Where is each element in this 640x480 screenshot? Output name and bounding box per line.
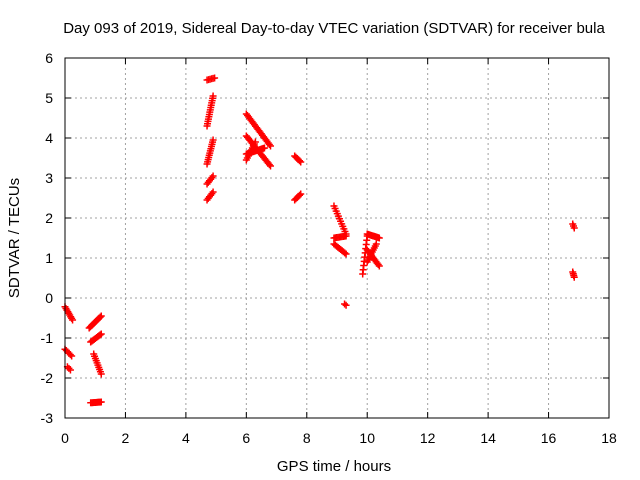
y-tick-label: -3 <box>41 410 54 426</box>
data-point <box>66 366 74 374</box>
data-point <box>267 142 275 150</box>
data-point <box>251 138 259 146</box>
data-point <box>342 232 350 240</box>
x-tick-label: 10 <box>359 430 375 446</box>
data-point <box>342 301 350 309</box>
y-tick-label: 6 <box>45 50 53 66</box>
x-tick-label: 12 <box>420 430 436 446</box>
data-point <box>209 92 217 100</box>
data-point <box>97 398 105 406</box>
data-point <box>65 364 73 372</box>
data-point <box>296 191 304 199</box>
data-points <box>61 74 578 407</box>
data-point <box>296 157 304 165</box>
data-point <box>68 352 76 360</box>
x-tick-label: 16 <box>541 430 557 446</box>
x-tick-label: 18 <box>601 430 617 446</box>
y-tick-label: 3 <box>45 170 53 186</box>
y-tick-label: 0 <box>45 290 53 306</box>
data-point <box>570 224 578 232</box>
data-point <box>341 300 349 308</box>
x-tick-label: 6 <box>242 430 250 446</box>
data-point <box>570 273 578 281</box>
y-tick-label: 2 <box>45 210 53 226</box>
data-point <box>297 158 305 166</box>
y-tick-label: -1 <box>41 330 54 346</box>
data-point <box>97 330 105 338</box>
data-point <box>66 351 74 359</box>
x-tick-label: 0 <box>61 430 69 446</box>
y-tick-label: 1 <box>45 250 53 266</box>
data-point <box>69 316 77 324</box>
y-axis-label: SDTVAR / TECUs <box>6 178 23 298</box>
data-point <box>375 262 383 270</box>
data-point <box>209 172 217 180</box>
data-point <box>265 140 273 148</box>
plot-frame <box>64 57 610 419</box>
y-tick-label: 5 <box>45 90 53 106</box>
data-point <box>342 250 350 258</box>
data-point <box>260 144 268 152</box>
data-point <box>97 370 105 378</box>
data-point <box>96 331 104 339</box>
x-tick-label: 8 <box>303 430 311 446</box>
data-point <box>211 74 219 82</box>
data-point <box>97 312 105 320</box>
data-point <box>267 162 275 170</box>
data-point <box>341 249 349 257</box>
x-tick-label: 2 <box>122 430 130 446</box>
x-tick-label: 4 <box>182 430 190 446</box>
data-point <box>374 261 382 269</box>
data-point <box>265 161 273 169</box>
x-axis-label: GPS time / hours <box>277 458 391 475</box>
data-point <box>372 240 380 248</box>
x-tick-label: 14 <box>480 430 496 446</box>
data-point <box>297 190 305 198</box>
chart-title: Day 093 of 2019, Sidereal Day-to-day VTE… <box>63 20 605 37</box>
y-tick-label: -2 <box>41 370 54 386</box>
y-tick-label: 4 <box>45 130 53 146</box>
data-point <box>209 188 217 196</box>
data-point <box>375 234 383 242</box>
data-point <box>209 136 217 144</box>
data-point <box>96 313 104 321</box>
